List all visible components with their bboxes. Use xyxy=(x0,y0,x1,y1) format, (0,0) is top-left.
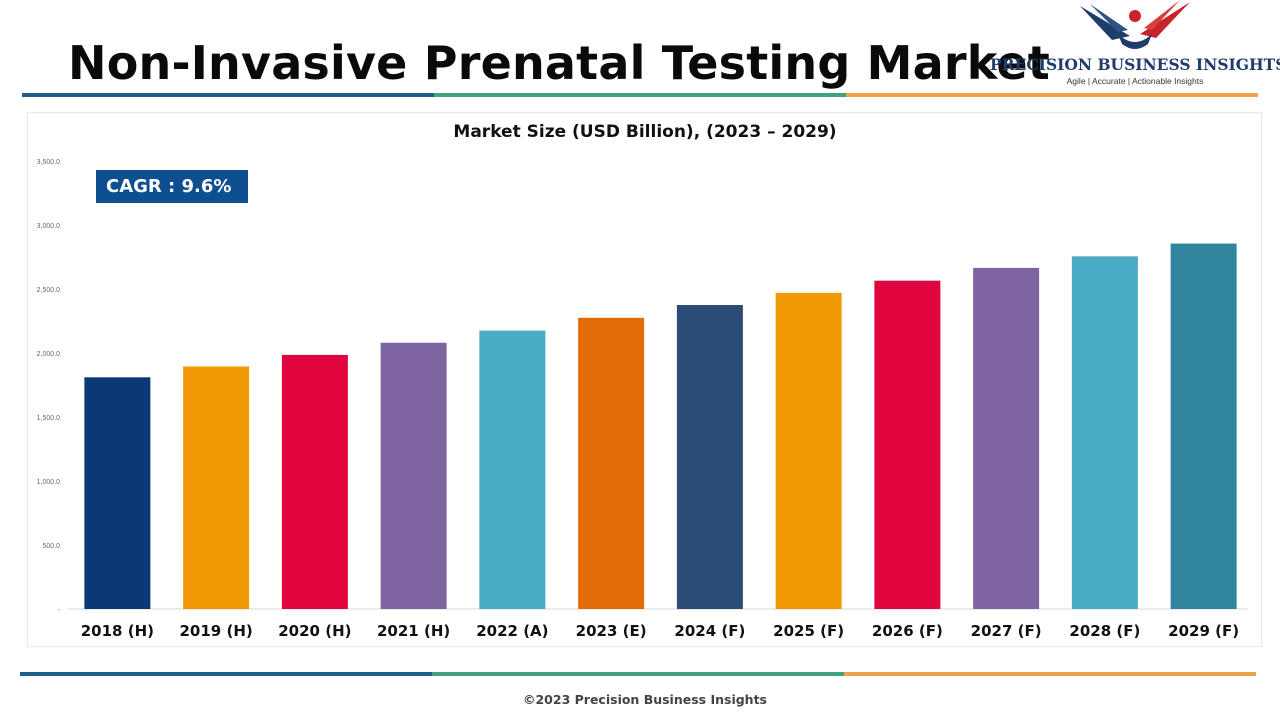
bar-2027 xyxy=(973,267,1040,609)
y-tick-label: 500.0 xyxy=(42,543,60,550)
y-tick-label: 3,500.0 xyxy=(37,159,60,166)
footer-stripe-blue xyxy=(20,672,432,676)
header-stripe-blue xyxy=(22,93,434,97)
bar-2029 xyxy=(1170,243,1237,609)
x-tick-label: 2020 (H) xyxy=(278,622,351,640)
x-tick-label: 2021 (H) xyxy=(377,622,450,640)
company-logo: PRECISION BUSINESS INSIGHTS Agile | Accu… xyxy=(990,0,1280,90)
y-tick-label: 3,000.0 xyxy=(37,223,60,230)
bar-2020 xyxy=(281,354,348,609)
x-axis-labels: 2018 (H) 2019 (H) 2020 (H) 2021 (H) 2022 (A)… xyxy=(81,622,1239,640)
x-tick-label: 2018 (H) xyxy=(81,622,154,640)
bar-2021 xyxy=(380,342,447,609)
bar-2023 xyxy=(578,317,645,609)
chart-title: Market Size (USD Billion), (2023 – 2029) xyxy=(453,122,837,142)
bar-2028 xyxy=(1071,256,1138,609)
y-tick-label: 1,000.0 xyxy=(37,479,60,486)
chart-frame xyxy=(27,112,1262,647)
bar-2025 xyxy=(775,292,842,609)
y-tick-label: 2,500.0 xyxy=(37,287,60,294)
y-tick-label: 1,500.0 xyxy=(37,415,60,422)
footer-stripe-orange xyxy=(844,672,1256,676)
x-tick-label: 2025 (F) xyxy=(773,622,844,640)
x-tick-label: 2027 (F) xyxy=(971,622,1042,640)
x-tick-label: 2029 (F) xyxy=(1168,622,1239,640)
y-axis: - 500.0 1,000.0 1,500.0 2,000.0 2,500.0 3,000.… xyxy=(37,159,1248,614)
x-tick-label: 2019 (H) xyxy=(180,622,253,640)
footer-copyright: ©2023 Precision Business Insights xyxy=(522,692,767,707)
eagle-handshake-logo-icon xyxy=(1080,0,1190,49)
header-stripe-green xyxy=(434,93,846,97)
footer-stripe-green xyxy=(432,672,844,676)
cagr-badge: CAGR : 9.6% xyxy=(96,170,248,203)
bar-2026 xyxy=(874,280,941,609)
y-tick-label: - xyxy=(58,607,61,614)
bar-2024 xyxy=(676,305,743,609)
x-tick-label: 2023 (E) xyxy=(576,622,647,640)
bar-2018 xyxy=(84,377,151,609)
header-stripe-orange xyxy=(846,93,1258,97)
x-tick-label: 2026 (F) xyxy=(872,622,943,640)
y-tick-label: 2,000.0 xyxy=(37,351,60,358)
page-title: Non-Invasive Prenatal Testing Market xyxy=(68,36,1050,90)
x-tick-label: 2028 (F) xyxy=(1069,622,1140,640)
x-tick-label: 2022 (A) xyxy=(476,622,548,640)
x-tick-label: 2024 (F) xyxy=(674,622,745,640)
bars xyxy=(84,243,1237,609)
bar-2022 xyxy=(479,330,546,609)
logo-name: PRECISION BUSINESS INSIGHTS xyxy=(990,55,1280,74)
logo-tagline: Agile | Accurate | Actionable Insights xyxy=(1066,76,1204,86)
bar-2019 xyxy=(183,366,250,609)
